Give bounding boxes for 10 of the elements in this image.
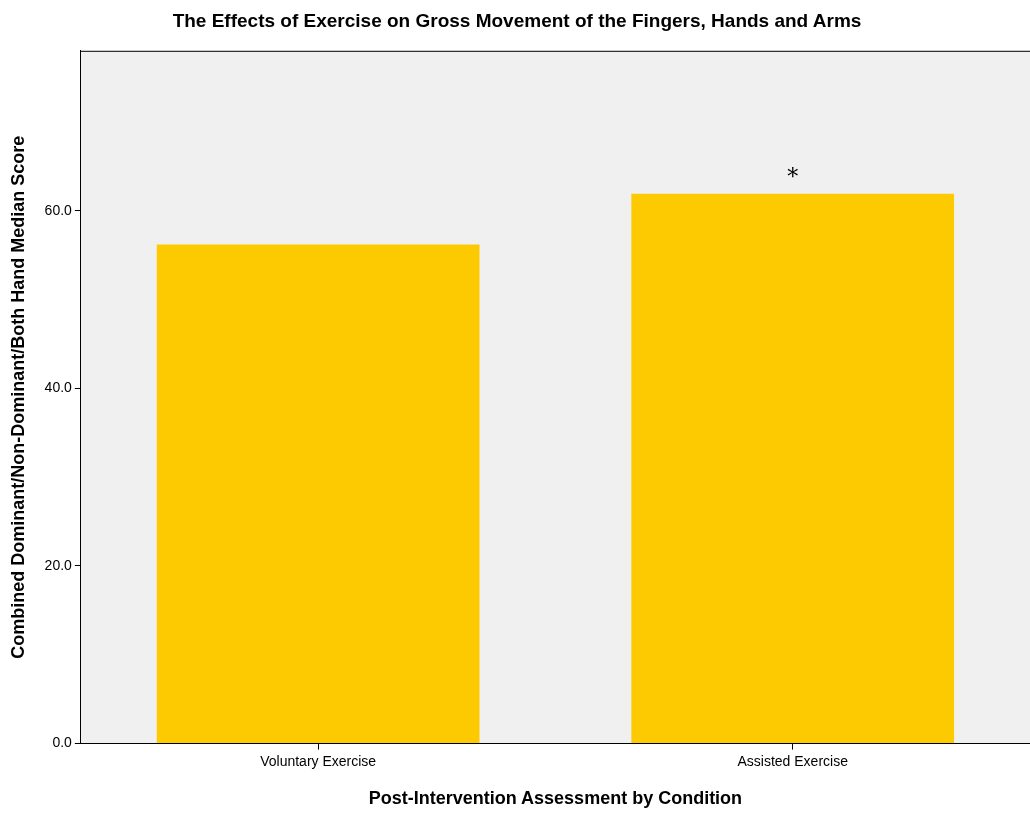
x-tick-label: Assisted Exercise: [737, 752, 849, 769]
y-axis-title: Combined Dominant/Non-Dominant/Both Hand Median Score: [7, 135, 28, 659]
chart-title: The Effects of Exercise on Gross Movement of the Fingers, Hands and Arms: [172, 9, 862, 31]
y-tick-label: 60.0: [44, 201, 73, 218]
y-tick-label: 20.0: [44, 556, 73, 573]
y-tick-label: 0.0: [52, 734, 73, 751]
annotation: *: [787, 163, 799, 189]
y-tick-label: 40.0: [44, 379, 73, 396]
x-tick-label: Voluntary Exercise: [260, 752, 377, 769]
x-axis-title: Post-Intervention Assessment by Condition: [368, 788, 743, 809]
